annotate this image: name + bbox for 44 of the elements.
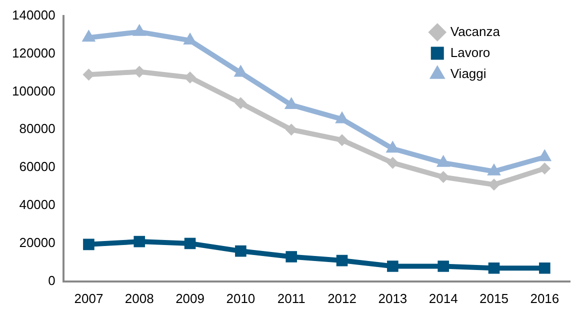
x-tick-label: 2011 <box>277 290 306 306</box>
x-tick-label: 2010 <box>226 290 256 306</box>
legend-label: Vacanza <box>450 24 501 39</box>
y-tick-label: 20000 <box>19 235 56 250</box>
point <box>234 97 247 110</box>
point <box>285 124 298 136</box>
y-tick-label: 40000 <box>19 197 56 212</box>
x-tick-label: 2009 <box>176 290 204 306</box>
point <box>83 238 94 250</box>
point <box>336 254 348 266</box>
point <box>82 30 96 42</box>
point <box>132 24 146 36</box>
point <box>386 140 400 153</box>
x-tick-label: 2007 <box>74 290 104 306</box>
point <box>386 156 399 169</box>
legend-label: Viaggi <box>450 66 486 81</box>
y-tick-label: 0 <box>48 272 56 288</box>
point <box>336 134 348 146</box>
point <box>539 262 550 274</box>
x-tick-label: 2014 <box>428 290 458 306</box>
point <box>437 171 450 184</box>
point <box>438 260 449 272</box>
point <box>286 251 298 262</box>
point <box>387 260 398 272</box>
point <box>183 32 197 44</box>
x-tick-label: 2013 <box>378 290 408 306</box>
point <box>134 236 146 248</box>
y-tick-label: 120000 <box>12 45 56 60</box>
point <box>538 162 551 175</box>
y-tick-label: 60000 <box>19 159 56 174</box>
y-tick-label: 80000 <box>19 121 56 136</box>
point <box>235 245 246 257</box>
x-tick-label: 2008 <box>124 290 154 306</box>
legend-label: Lavoro <box>450 44 490 60</box>
y-tick-label: 100000 <box>12 83 56 98</box>
x-tick-label: 2012 <box>328 290 356 306</box>
y-tick-label: 140000 <box>12 7 56 22</box>
point <box>538 149 552 162</box>
point <box>284 96 298 109</box>
x-tick-label: 2015 <box>480 290 508 306</box>
x-tick-label: 2016 <box>530 290 560 306</box>
point <box>184 238 196 250</box>
point <box>436 154 450 167</box>
point <box>488 262 500 274</box>
